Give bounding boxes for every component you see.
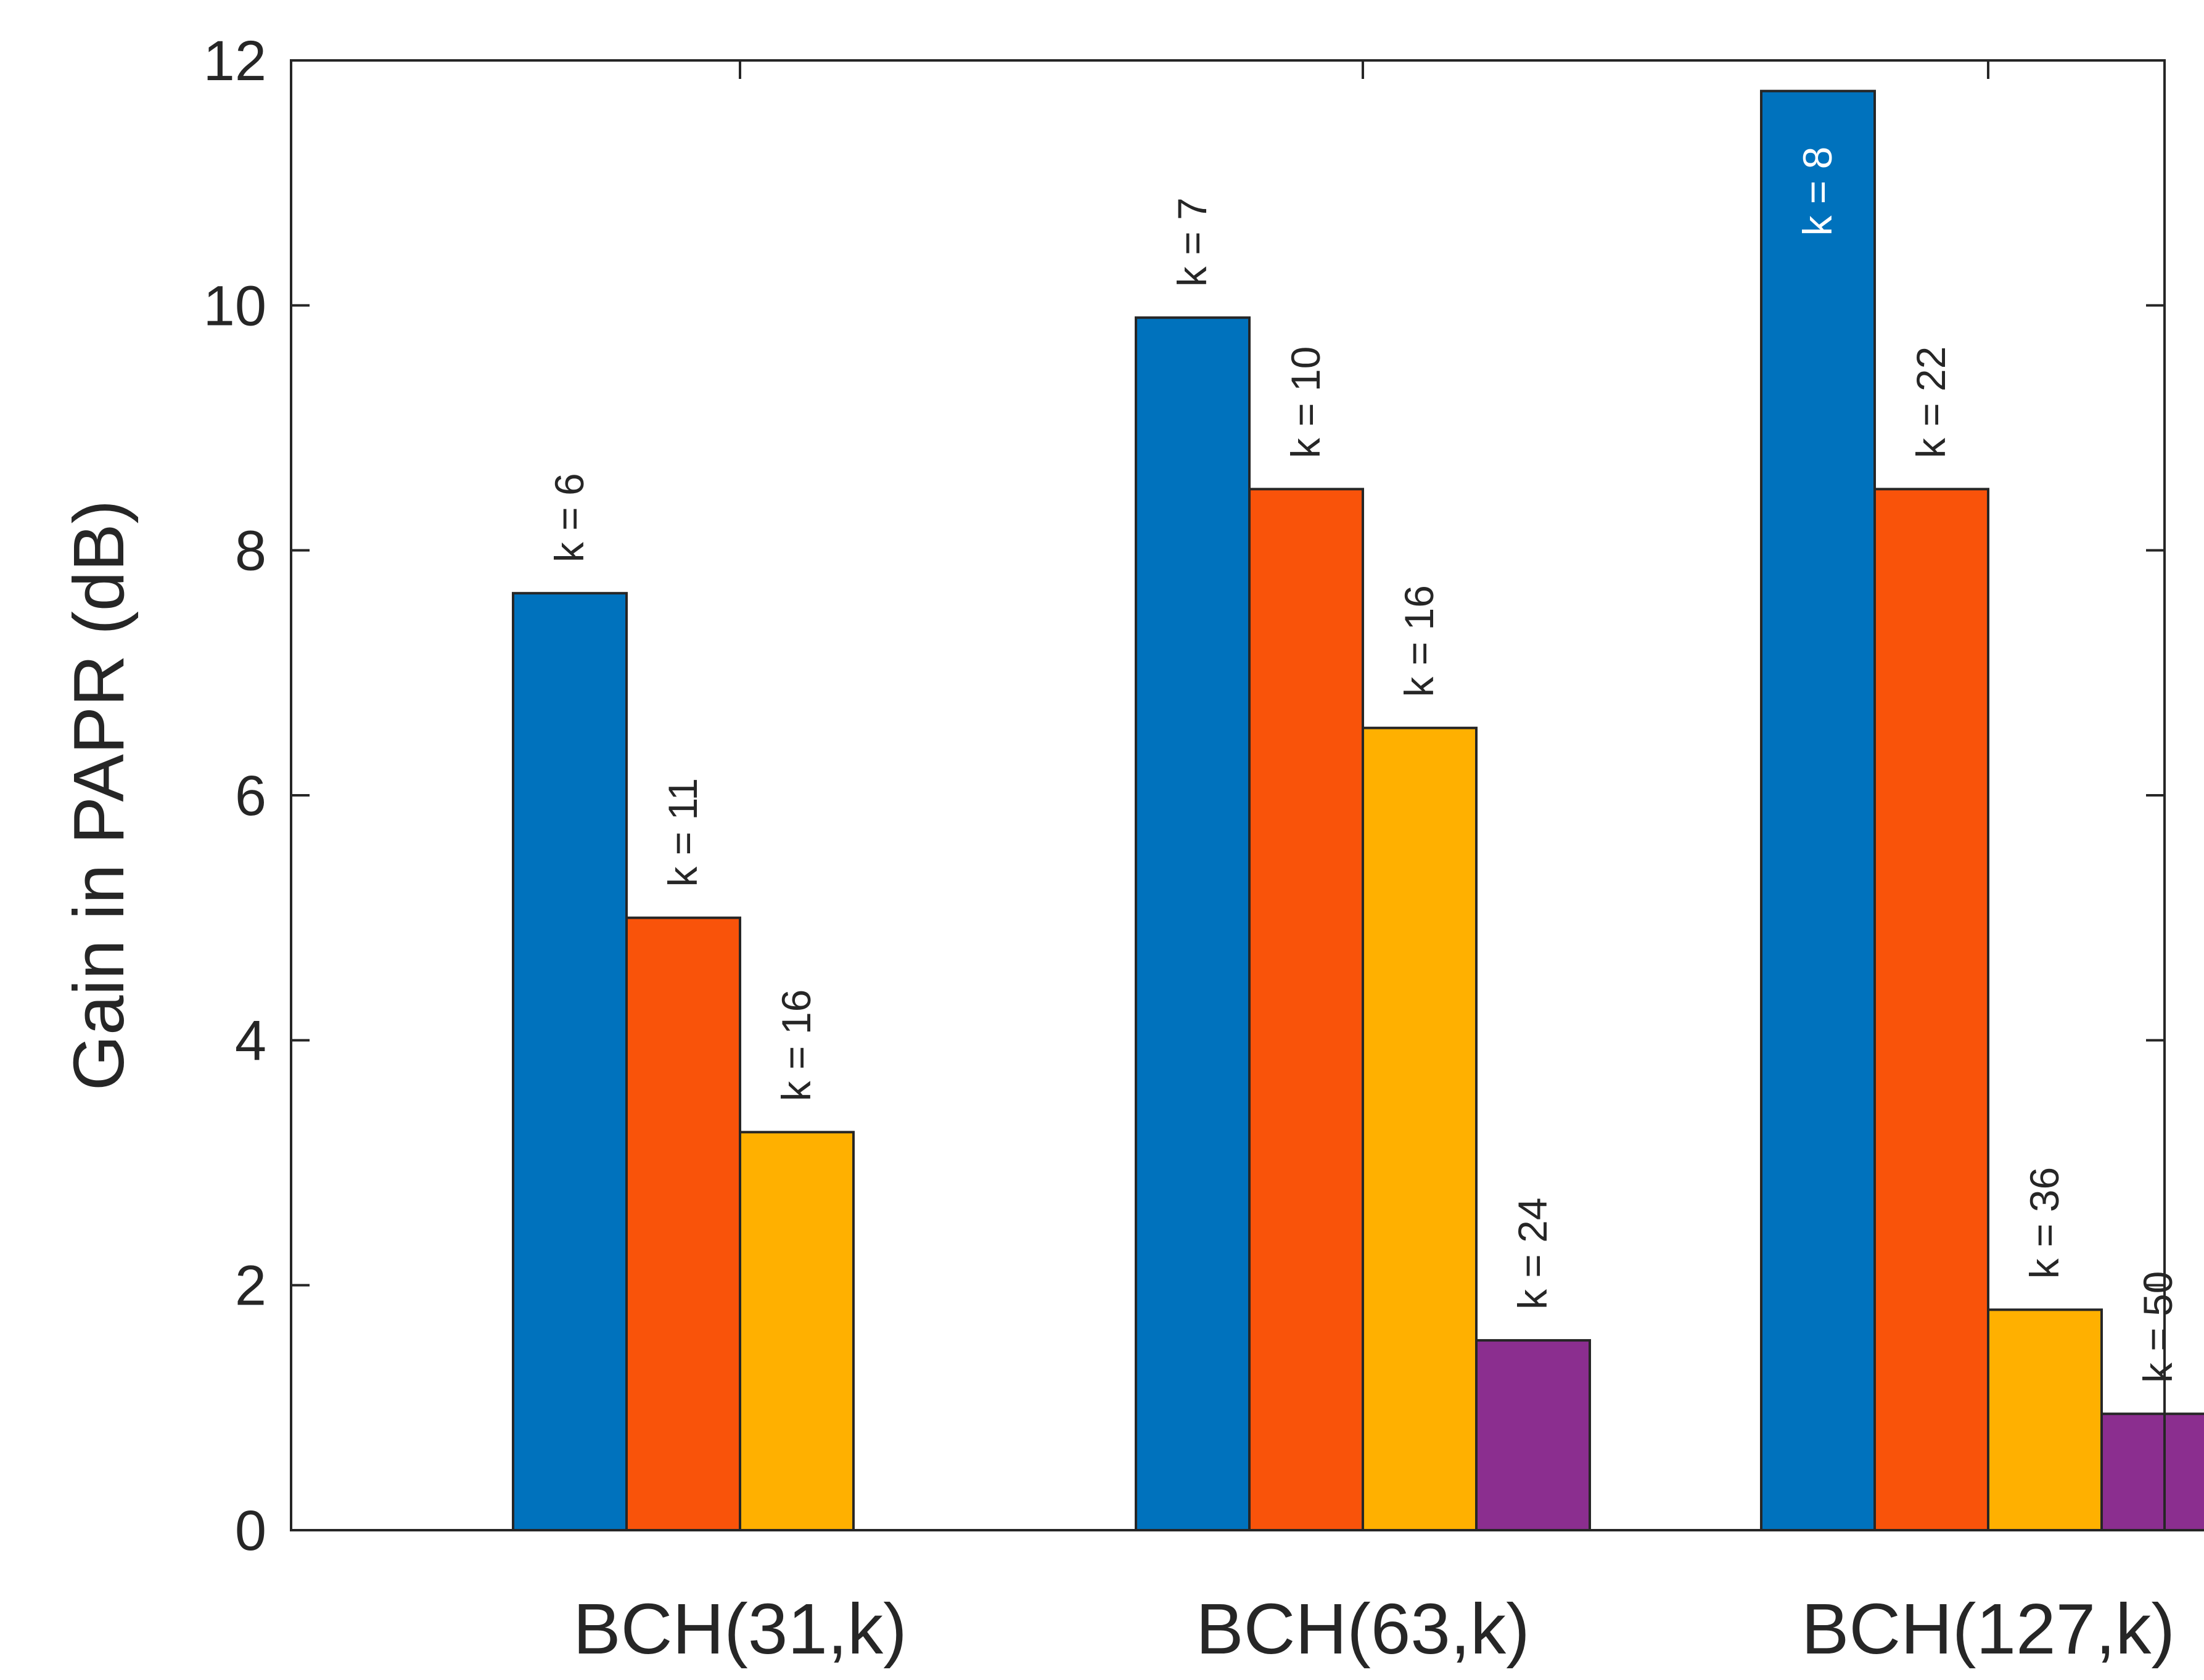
bar [1475, 1339, 1591, 1531]
bar [1873, 488, 1989, 1531]
y-tick-label: 4 [235, 1009, 266, 1072]
bar [1987, 1308, 2103, 1531]
bar [2100, 1412, 2204, 1531]
bar [739, 1131, 855, 1532]
x-tick-label: BCH(127,k) [1801, 1589, 2175, 1669]
bar [512, 592, 628, 1532]
bar [1760, 89, 1876, 1531]
y-tick-label: 8 [235, 520, 266, 583]
x-tick-label: BCH(63,k) [1196, 1589, 1529, 1669]
bar-value-label: k = 11 [660, 778, 705, 887]
y-tick-label: 12 [204, 30, 266, 92]
x-tick-labels: BCH(31,k) BCH(63,k) BCH(127,k) [573, 1589, 2175, 1669]
y-tick-label: 6 [235, 764, 266, 827]
y-axis-title: Gain in PAPR (dB) [59, 500, 139, 1091]
bar-value-label: k = 22 [1908, 346, 1954, 459]
bar-labels: k = 6 k = 11 k = 16 k = 7 k = 10 k = 16 k = 24… [546, 147, 2181, 1383]
bar-value-label: k = 36 [2021, 1167, 2067, 1279]
bars [512, 89, 2204, 1532]
bar-value-label: k = 7 [1169, 197, 1215, 287]
bar-value-label: k = 6 [546, 473, 592, 562]
bar-value-label: k = 50 [2135, 1271, 2181, 1383]
plot-area-frame [290, 59, 2166, 1531]
bar-value-label: k = 8 [1795, 147, 1840, 236]
bar [625, 916, 741, 1531]
y-tick-label: 0 [235, 1499, 266, 1562]
y-tick-label: 2 [235, 1255, 266, 1317]
bar-value-label: k = 16 [773, 990, 819, 1102]
bar-value-label: k = 16 [1396, 585, 1442, 697]
y-tick-labels: 0 2 4 6 8 10 12 [204, 30, 266, 1562]
x-tick-label: BCH(31,k) [573, 1589, 907, 1669]
bar-value-label: k = 24 [1510, 1197, 1555, 1309]
bar [1135, 316, 1251, 1532]
bar-value-label: k = 10 [1283, 346, 1328, 459]
bar [1362, 726, 1478, 1531]
y-tick-label: 10 [204, 274, 266, 337]
bar [1248, 488, 1364, 1531]
